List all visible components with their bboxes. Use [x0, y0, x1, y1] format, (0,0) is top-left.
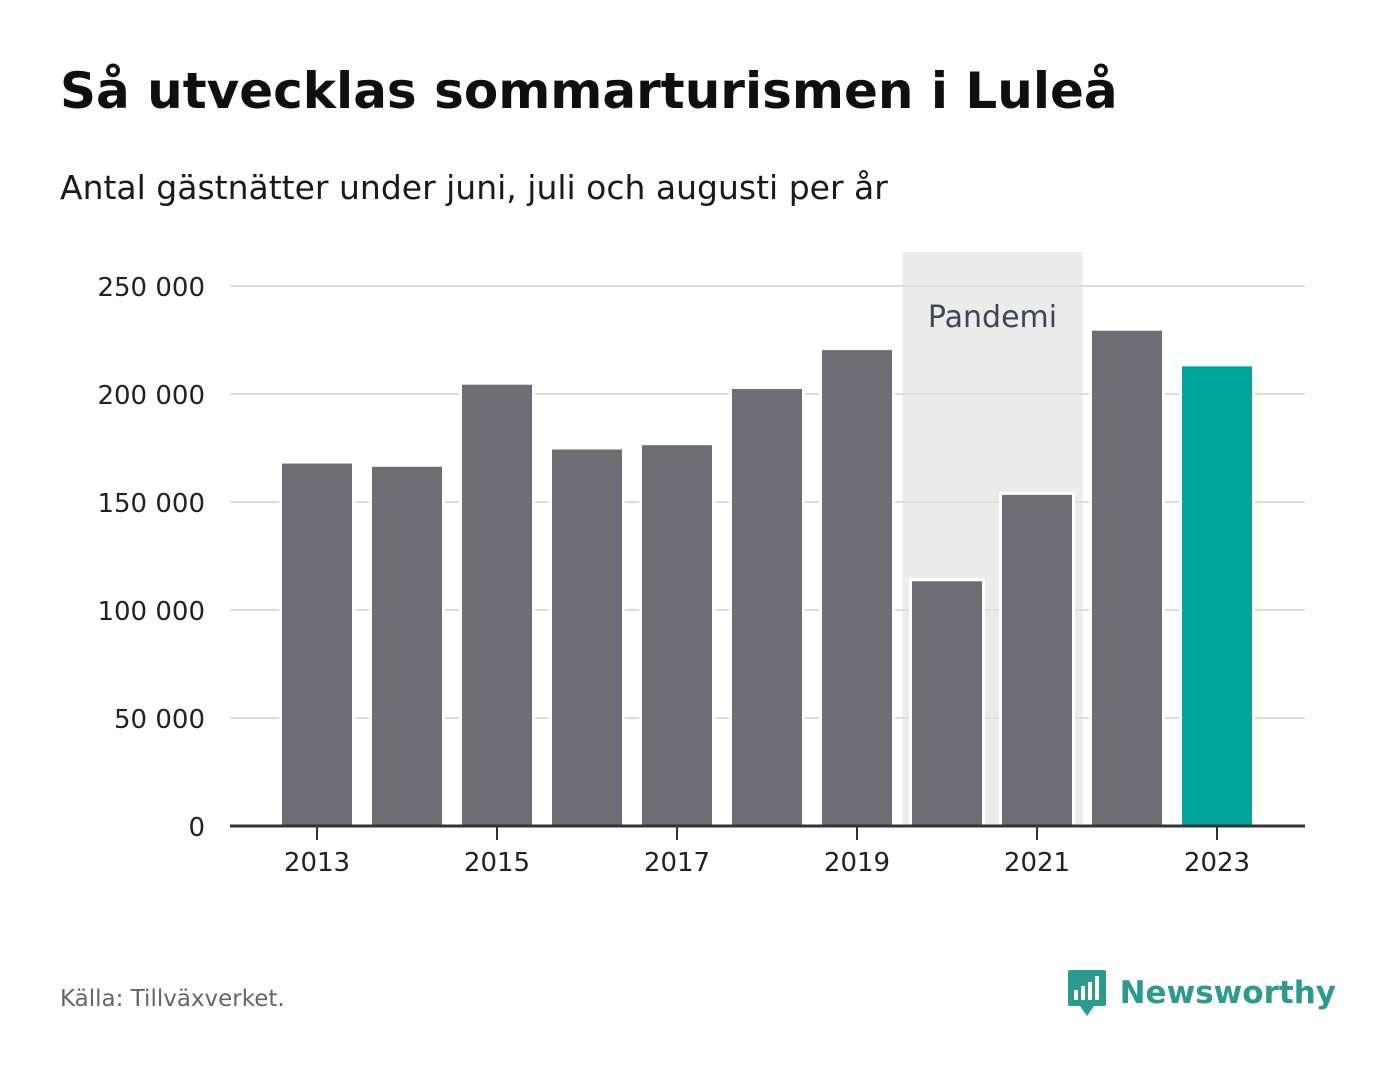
brand-logo: Newsworthy — [1066, 968, 1336, 1018]
bar-2021 — [999, 491, 1075, 828]
bar-2020 — [909, 578, 985, 828]
bar-2017 — [639, 442, 715, 828]
pandemic-label: Pandemi — [928, 300, 1057, 335]
bar-2016 — [549, 446, 625, 828]
x-tick-label: 2017 — [644, 848, 710, 878]
y-tick-label: 150 000 — [97, 489, 205, 519]
x-tick-label: 2021 — [1004, 848, 1070, 878]
bar-2014 — [369, 463, 445, 828]
bars — [279, 327, 1255, 828]
y-tick-label: 0 — [188, 813, 205, 843]
bar-2023 — [1179, 363, 1255, 828]
bar-2018 — [729, 386, 805, 828]
y-axis: 0 50 000 100 000 150 000 200 000 250 000 — [97, 273, 205, 843]
bar-2013 — [279, 460, 355, 828]
y-tick-label: 200 000 — [97, 381, 205, 411]
brand-name: Newsworthy — [1119, 975, 1336, 1011]
chart-title: Så utvecklas sommarturismen i Luleå — [60, 62, 1118, 120]
bar-2019 — [819, 347, 895, 828]
newsworthy-logo-icon — [1067, 970, 1106, 1016]
y-tick-label: 50 000 — [114, 705, 205, 735]
x-tick-label: 2019 — [824, 848, 890, 878]
x-tick-label: 2015 — [464, 848, 530, 878]
x-axis: 2013 2015 2017 2019 2021 2023 — [230, 824, 1305, 878]
y-tick-label: 100 000 — [97, 597, 205, 627]
bar-chart: Pandemi 0 50 000 100 000 150 000 200 000 250 … — [97, 252, 1305, 878]
bar-2022 — [1089, 327, 1165, 828]
bar-2015 — [459, 381, 535, 828]
x-tick-label: 2023 — [1184, 848, 1250, 878]
y-tick-label: 250 000 — [97, 273, 205, 303]
source-note: Källa: Tillväxverket. — [60, 986, 285, 1012]
chart-subtitle: Antal gästnätter under juni, juli och au… — [60, 168, 888, 207]
x-tick-label: 2013 — [284, 848, 350, 878]
